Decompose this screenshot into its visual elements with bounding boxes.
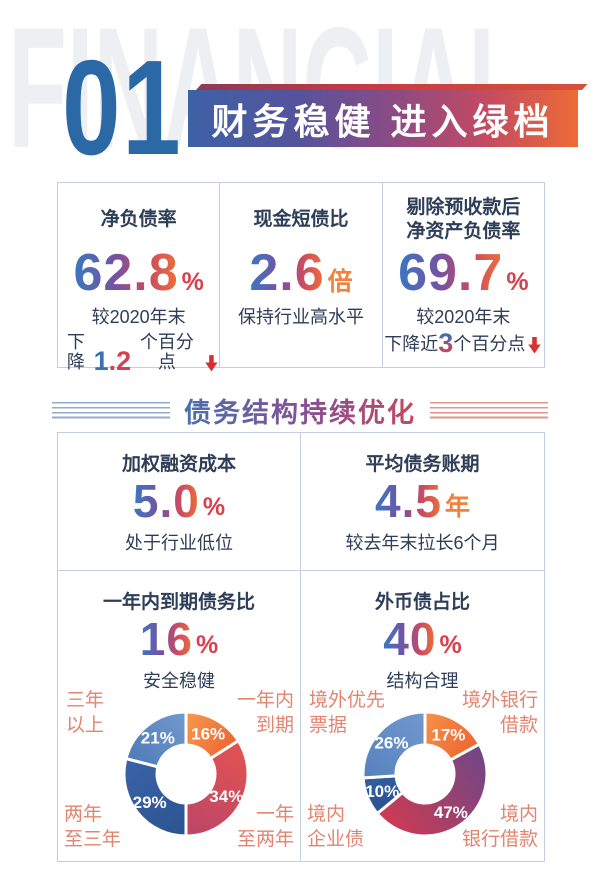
stat-value: 40 % bbox=[301, 616, 544, 662]
stat-unit: % bbox=[506, 268, 529, 296]
stat-subtext: 较去年末拉长6个月 bbox=[345, 533, 500, 553]
section-header: 债务结构持续优化 bbox=[0, 391, 600, 430]
debt-maturity-donut-chart: 16% 34% 29% 21% 一年内 到期一年 至两年 两年 至三年 三年 以上 bbox=[58, 677, 300, 861]
stat-number: 16 bbox=[139, 613, 193, 665]
donut-segment-value: 34% bbox=[209, 787, 243, 806]
donut-segment-两年至三年 bbox=[122, 757, 188, 838]
stat-asset-liability-ratio: 剔除预收款后 净资产负债率 69.7 % 较2020年末 下降近 3 个百分点 bbox=[383, 183, 544, 367]
highlight-digit: .2 bbox=[108, 345, 132, 376]
section-number: 01 bbox=[62, 32, 183, 183]
stat-title: 现金短债比 bbox=[253, 209, 349, 231]
decorative-lines-left bbox=[52, 402, 170, 419]
banner-title: 财务稳健 进入绿档 bbox=[211, 100, 555, 142]
donut-segment-境内银行借款 bbox=[375, 742, 489, 838]
stat-subtext: 较2020年末 bbox=[416, 307, 511, 327]
donut-segment-value: 10% bbox=[365, 782, 399, 801]
stat-subtext: 保持行业高水平 bbox=[237, 307, 364, 327]
highlight-digit: 3 bbox=[438, 327, 454, 358]
section-title: 债务结构持续优化 bbox=[184, 391, 416, 430]
stat-number: 5.0 bbox=[132, 475, 200, 527]
decorative-lines-right bbox=[430, 402, 548, 419]
stat-subtext: 较2020年末 bbox=[91, 307, 186, 327]
highlight-digit: 1 bbox=[93, 345, 109, 376]
stat-title: 一年内到期债务比 bbox=[102, 592, 255, 613]
stat-foreign-currency-debt: 外币债占比 40 % 结构合理 17% 47% 10% 26% 境外银行 借款 境内 银行借款… bbox=[301, 571, 544, 861]
stat-value: 69.7 % bbox=[383, 247, 544, 299]
stat-number: 2.6 bbox=[249, 244, 325, 302]
donut-segment-三年以上 bbox=[124, 710, 188, 769]
stat-title: 加权融资成本 bbox=[121, 454, 236, 475]
stat-subtext: 安全稳健 bbox=[143, 671, 215, 691]
donut-svg: 16% 34% 29% 21% bbox=[122, 710, 250, 838]
stat-subtext: 处于行业低位 bbox=[125, 533, 233, 553]
debt-structure-grid: 加权融资成本 5.0 % 处于行业低位 平均债务账期 4.5 年 较去年末拉长6… bbox=[57, 432, 545, 862]
down-arrow-icon bbox=[528, 337, 542, 354]
donut-segment-一年至两年 bbox=[184, 739, 250, 838]
stat-avg-debt-term: 平均债务账期 4.5 年 较去年末拉长6个月 bbox=[301, 433, 544, 571]
stat-net-debt-ratio: 净负债率 62.8 % 较2020年末 下降 1.2 个百分点 bbox=[58, 183, 221, 374]
donut-segment-value: 17% bbox=[431, 725, 465, 744]
donut-segment-value: 29% bbox=[133, 793, 167, 812]
stat-financing-cost: 加权融资成本 5.0 % 处于行业低位 bbox=[58, 433, 301, 571]
donut-segment-value: 16% bbox=[191, 725, 225, 744]
stat-value: 5.0 % bbox=[58, 478, 300, 524]
stat-value: 62.8 % bbox=[58, 247, 219, 299]
down-arrow-icon bbox=[205, 355, 219, 372]
stat-number: 4.5 bbox=[375, 475, 442, 527]
stat-title: 净负债率 bbox=[100, 209, 177, 231]
donut-segment-value: 47% bbox=[434, 803, 468, 822]
donut-label-境外银行借款: 境外银行 借款 bbox=[461, 690, 538, 736]
stat-unit: % bbox=[439, 631, 462, 659]
donut-label-一年内到期: 一年内 到期 bbox=[236, 690, 294, 736]
donut-segment-value: 21% bbox=[141, 729, 175, 748]
stat-value: 16 % bbox=[58, 616, 300, 662]
donut-label-两年至三年: 两年 至三年 bbox=[64, 804, 122, 850]
donut-label-境内银行借款: 境内 银行借款 bbox=[461, 804, 538, 850]
debt-composition-donut-chart: 17% 47% 10% 26% 境外银行 借款 境内 银行借款 境内 企业债 境外优先 票据 bbox=[301, 677, 544, 861]
stat-unit: % bbox=[202, 493, 226, 521]
stat-unit: 年 bbox=[444, 493, 470, 521]
stat-value: 4.5 年 bbox=[301, 478, 544, 524]
stat-cash-short-debt-ratio: 现金短债比 2.6 倍 保持行业高水平 bbox=[220, 183, 383, 367]
stat-number: 62.8 bbox=[73, 244, 179, 302]
donut-label-境内企业债: 境内 企业债 bbox=[307, 804, 365, 850]
stat-unit: % bbox=[181, 268, 204, 296]
stat-change-line: 下降近 3 个百分点 bbox=[383, 327, 544, 358]
stat-number: 40 bbox=[383, 613, 437, 665]
stat-change-line: 下降 1.2 个百分点 bbox=[58, 332, 219, 376]
stat-value: 2.6 倍 bbox=[220, 247, 381, 299]
donut-svg: 17% 47% 10% 26% bbox=[361, 710, 489, 838]
stat-unit: 倍 bbox=[327, 268, 353, 296]
stat-due-within-one-year: 一年内到期债务比 16 % 安全稳健 16% 34% 29% 21% 一年内 到期一年 至两… bbox=[58, 571, 301, 861]
donut-label-一年至两年: 一年 至两年 bbox=[236, 804, 294, 850]
donut-label-三年以上: 三年 以上 bbox=[66, 690, 105, 736]
donut-label-境外优先票据: 境外优先 票据 bbox=[309, 690, 386, 736]
donut-segment-value: 26% bbox=[374, 734, 408, 753]
top-stats-row: 净负债率 62.8 % 较2020年末 下降 1.2 个百分点 现金短债比 2.6 … bbox=[57, 182, 545, 374]
banner: 财务稳健 进入绿档 bbox=[188, 90, 578, 147]
donut-segment-境外优先票据 bbox=[361, 710, 427, 780]
stat-unit: % bbox=[195, 631, 219, 659]
stat-number: 69.7 bbox=[398, 244, 504, 302]
stat-title: 平均债务账期 bbox=[365, 454, 480, 475]
stat-title: 外币债占比 bbox=[374, 592, 470, 613]
stat-title: 剔除预收款后 净资产负债率 bbox=[406, 197, 521, 242]
stat-subtext: 结构合理 bbox=[386, 671, 459, 691]
